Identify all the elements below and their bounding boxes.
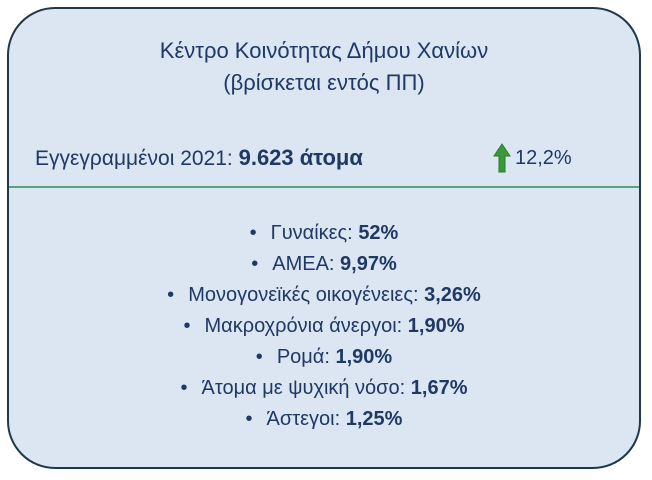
- item-label: Μονογονεϊκές οικογένειες:: [188, 284, 419, 306]
- item-value: 9,97%: [340, 253, 397, 275]
- registered-label: Εγγεγραμμένοι 2021:: [35, 147, 233, 170]
- list-item: Ρομά: 1,90%: [9, 342, 639, 373]
- list-item: Άστεγοι: 1,25%: [9, 404, 639, 435]
- item-label: Μακροχρόνια άνεργοι:: [204, 315, 403, 337]
- item-value: 1,25%: [345, 408, 403, 430]
- item-value: 1,90%: [335, 346, 393, 368]
- title-block: Κέντρο Κοινότητας Δήμου Χανίων (βρίσκετα…: [9, 35, 639, 99]
- registered: Εγγεγραμμένοι 2021: 9.623 άτομα: [35, 145, 363, 171]
- list-item: Μακροχρόνια άνεργοι: 1,90%: [9, 311, 639, 342]
- title: Κέντρο Κοινότητας Δήμου Χανίων: [159, 38, 489, 63]
- item-value: 52%: [358, 222, 399, 244]
- list-item: Άτομα με ψυχική νόσο: 1,67%: [9, 373, 639, 404]
- up-arrow: [493, 143, 511, 173]
- item-label: Γυναίκες:: [270, 222, 353, 244]
- divider: [9, 186, 639, 188]
- item-value: 1,67%: [410, 377, 468, 399]
- item-label: Ρομά:: [276, 346, 330, 368]
- item-value: 3,26%: [424, 284, 481, 306]
- item-label: Άτομα με ψυχική νόσο:: [201, 377, 406, 399]
- item-value: 1,90%: [407, 315, 465, 337]
- growth: 12,2%: [493, 143, 572, 173]
- list-item: Μονογονεϊκές οικογένειες: 3,26%: [9, 280, 639, 311]
- registered-value: 9.623 άτομα: [238, 145, 363, 170]
- subtitle: (βρίσκεται εντός ΠΠ): [223, 70, 425, 95]
- list-item: ΑΜΕΑ: 9,97%: [9, 249, 639, 280]
- breakdown-list: Γυναίκες: 52%ΑΜΕΑ: 9,97%Μονογονεϊκές οικ…: [9, 218, 639, 435]
- card: Κέντρο Κοινότητας Δήμου Χανίων (βρίσκετα…: [7, 7, 641, 469]
- item-label: Άστεγοι:: [266, 408, 341, 430]
- growth-value: 12,2%: [515, 146, 572, 169]
- list-item: Γυναίκες: 52%: [9, 218, 639, 249]
- item-label: ΑΜΕΑ:: [272, 253, 335, 275]
